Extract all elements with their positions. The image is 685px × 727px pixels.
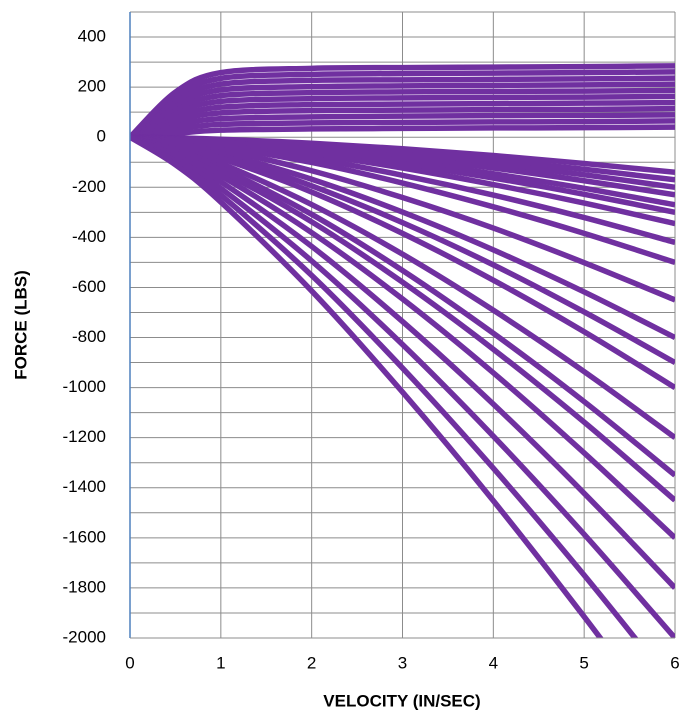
y-tick-label: 0	[97, 127, 106, 146]
force-curve	[130, 118, 675, 140]
x-tick-label: 2	[307, 653, 316, 672]
y-tick-label: -800	[72, 327, 106, 346]
y-tick-label: -1400	[63, 477, 106, 496]
y-tick-label: -200	[72, 177, 106, 196]
force-curve	[130, 99, 675, 140]
y-tick-label: -1000	[63, 377, 106, 396]
force-curve	[130, 112, 675, 140]
force-curve	[130, 87, 675, 140]
force-curve	[130, 134, 604, 638]
force-curve	[130, 69, 675, 140]
x-tick-label: 1	[216, 653, 225, 672]
force-curve	[130, 75, 675, 140]
x-tick-label: 3	[398, 653, 407, 672]
y-tick-label: 200	[78, 77, 106, 96]
force-curve	[130, 134, 675, 390]
x-tick-label: 4	[489, 653, 498, 672]
x-axis-title: VELOCITY (IN/SEC)	[323, 691, 480, 710]
y-axis-title: FORCE (LBS)	[11, 270, 30, 380]
force-curve	[130, 105, 675, 140]
plot-lines	[130, 63, 675, 638]
force-curve	[130, 93, 675, 140]
force-curve	[130, 134, 639, 638]
y-tick-label: -1800	[63, 577, 106, 596]
y-tick-label: -600	[72, 277, 106, 296]
force-curve	[130, 63, 675, 140]
x-tick-label: 6	[670, 653, 679, 672]
y-tick-label: -400	[72, 227, 106, 246]
x-tick-label: 5	[579, 653, 588, 672]
force-curve	[130, 134, 675, 540]
force-curve	[130, 134, 675, 590]
y-tick-label: -1200	[63, 427, 106, 446]
force-curve	[130, 81, 675, 140]
force-curve	[130, 134, 675, 638]
y-tick-label: -2000	[63, 627, 106, 646]
force-curve	[130, 124, 675, 140]
y-tick-label: 400	[78, 27, 106, 46]
y-tick-label: -1600	[63, 527, 106, 546]
x-tick-label: 0	[125, 653, 134, 672]
force-curve	[130, 134, 675, 503]
